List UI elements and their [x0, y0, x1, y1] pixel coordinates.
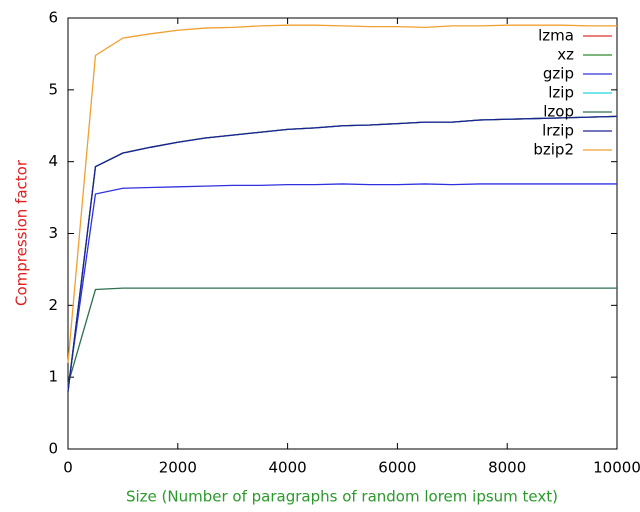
y-tick-label: 0 [48, 440, 58, 458]
plot-border [67, 17, 618, 450]
y-tick-label: 6 [48, 9, 58, 27]
legend-label: lrzip [542, 122, 574, 140]
y-tick-label: 4 [48, 152, 58, 170]
y-axis-label: Compression factor [13, 159, 31, 306]
x-tick-label: 4000 [269, 459, 307, 477]
legend-label: lzip [548, 84, 574, 102]
y-tick-label: 2 [48, 296, 58, 314]
series-line [67, 115, 618, 392]
x-axis-label: Size (Number of paragraphs of random lor… [126, 488, 558, 506]
series-line [67, 183, 617, 389]
legend-label: gzip [543, 65, 574, 83]
x-tick-label: 10000 [593, 459, 640, 477]
y-tick-label: 3 [48, 224, 58, 242]
legend-label: bzip2 [533, 141, 574, 159]
x-tick-label: 0 [63, 459, 73, 477]
legend-label: lzop [543, 103, 574, 121]
x-tick-label: 6000 [378, 459, 416, 477]
legend-label: lzma [538, 27, 574, 45]
x-tick-label: 2000 [159, 459, 197, 477]
series-line [67, 24, 617, 363]
series-line [67, 287, 617, 385]
y-tick-label: 5 [48, 80, 58, 98]
x-tick-label: 8000 [488, 459, 526, 477]
y-tick-label: 1 [48, 368, 58, 386]
legend-label: xz [557, 46, 574, 64]
